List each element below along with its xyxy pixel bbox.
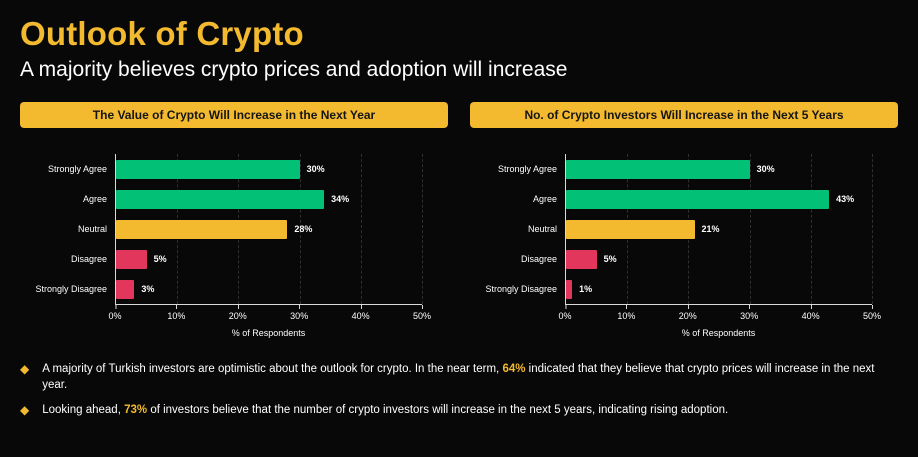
bar-row: 5% [116, 244, 422, 274]
category-label: Strongly Disagree [485, 284, 557, 295]
category-labels: Strongly Agree Agree Neutral Disagree Strong… [470, 154, 565, 305]
chart-plot: Strongly Agree Agree Neutral Disagree Strong… [20, 154, 448, 306]
x-tick-label: 10% [167, 305, 186, 322]
diamond-bullet-icon: ◆ [20, 403, 30, 418]
category-label: Neutral [77, 224, 107, 235]
chart-title-banner: No. of Crypto Investors Will Increase in… [470, 102, 898, 129]
highlight-percentage: 64% [502, 363, 526, 376]
x-axis: 0% 10% 20% 30% 40% 50% [558, 305, 881, 323]
x-tick-label: 20% [228, 305, 247, 322]
x-axis-row: 0% 10% 20% 30% 40% 50% [20, 305, 448, 323]
x-axis-spacer [20, 305, 115, 323]
bar-row: 34% [116, 184, 422, 214]
bar-value-label: 5% [603, 254, 617, 265]
bars-area: 30% 34% 28% 5% 3% [115, 154, 423, 306]
bar-row: 1% [566, 274, 872, 304]
x-tick-label: 10% [617, 305, 636, 322]
x-axis-title: % of Respondents [681, 328, 756, 339]
bar-row: 30% [116, 154, 422, 184]
bar-value-label: 3% [141, 284, 155, 295]
bar [116, 219, 288, 239]
bar-row: 30% [566, 154, 872, 184]
bar-value-label: 34% [331, 194, 350, 205]
gridline [872, 154, 873, 305]
category-label: Disagree [520, 254, 557, 265]
x-tick-label: 0% [108, 305, 122, 322]
category-label: Agree [532, 194, 557, 205]
gridline [299, 154, 301, 305]
page-subtitle: A majority believes crypto prices and ad… [20, 58, 568, 82]
bar-row: 43% [566, 184, 872, 214]
bar-value-label: 5% [153, 254, 167, 265]
bullet-text-before: Looking ahead, [42, 404, 125, 417]
bar-value-label: 1% [579, 284, 593, 295]
x-tick-label: 30% [740, 305, 759, 322]
category-label: Strongly Disagree [35, 284, 107, 295]
bar-value-label: 21% [701, 224, 720, 235]
bar [116, 249, 147, 269]
diamond-bullet-icon: ◆ [20, 362, 30, 377]
category-label: Disagree [70, 254, 107, 265]
page-title: Outlook of Crypto [20, 15, 304, 52]
category-label: Strongly Agree [47, 164, 107, 175]
gridline [810, 154, 812, 305]
chart-plot: Strongly Agree Agree Neutral Disagree Strong… [470, 154, 898, 306]
gridline [749, 154, 751, 305]
bar-row: 3% [116, 274, 422, 304]
chart-card-investors-increase: No. of Crypto Investors Will Increase in… [470, 102, 898, 338]
bar-row: 21% [566, 214, 872, 244]
bar-value-label: 28% [294, 224, 313, 235]
x-tick-label: 0% [558, 305, 572, 322]
bar [566, 219, 695, 239]
category-label: Strongly Agree [497, 164, 557, 175]
bar [566, 189, 830, 209]
bar [566, 249, 597, 269]
category-label: Agree [82, 194, 107, 205]
bar [566, 279, 573, 299]
x-tick-label: 50% [862, 305, 882, 322]
bullet-text: A majority of Turkish investors are opti… [42, 362, 890, 393]
bar-row: 5% [566, 244, 872, 274]
bars-area: 30% 43% 21% 5% 1% [565, 154, 873, 306]
bullet-item: ◆ A majority of Turkish investors are op… [20, 362, 890, 393]
x-tick-label: 40% [801, 305, 820, 322]
bullet-text-after: indicated that they believe that crypto … [42, 363, 875, 391]
charts-row: The Value of Crypto Will Increase in the… [20, 102, 898, 338]
x-tick-label: 40% [351, 305, 370, 322]
bar [566, 159, 750, 179]
key-takeaways: ◆ A majority of Turkish investors are op… [20, 362, 898, 419]
bar-value-label: 30% [306, 164, 325, 175]
x-axis-spacer [470, 305, 565, 323]
bar-value-label: 43% [836, 194, 855, 205]
category-label: Neutral [527, 224, 557, 235]
chart-card-value-increase: The Value of Crypto Will Increase in the… [20, 102, 448, 338]
gridline [360, 154, 362, 305]
chart-title-banner: The Value of Crypto Will Increase in the… [20, 102, 448, 129]
x-axis-row: 0% 10% 20% 30% 40% 50% [470, 305, 898, 323]
x-axis: 0% 10% 20% 30% 40% 50% [108, 305, 431, 323]
bullet-text-before: A majority of Turkish investors are opti… [42, 363, 503, 376]
bar-row: 28% [116, 214, 422, 244]
bar-value-label: 30% [756, 164, 775, 175]
category-labels: Strongly Agree Agree Neutral Disagree Strong… [20, 154, 115, 305]
bullet-text: Looking ahead, 73% of investors believe … [42, 403, 728, 419]
gridline [422, 154, 423, 305]
bar [116, 159, 300, 179]
bar [116, 279, 135, 299]
x-tick-label: 30% [290, 305, 309, 322]
highlight-percentage: 73% [124, 404, 148, 417]
bullet-text-after: of investors believe that the number of … [147, 404, 729, 417]
bar [116, 189, 325, 209]
x-axis-title: % of Respondents [231, 328, 306, 339]
x-tick-label: 50% [412, 305, 432, 322]
x-tick-label: 20% [678, 305, 697, 322]
bullet-item: ◆ Looking ahead, 73% of investors believ… [20, 403, 890, 419]
